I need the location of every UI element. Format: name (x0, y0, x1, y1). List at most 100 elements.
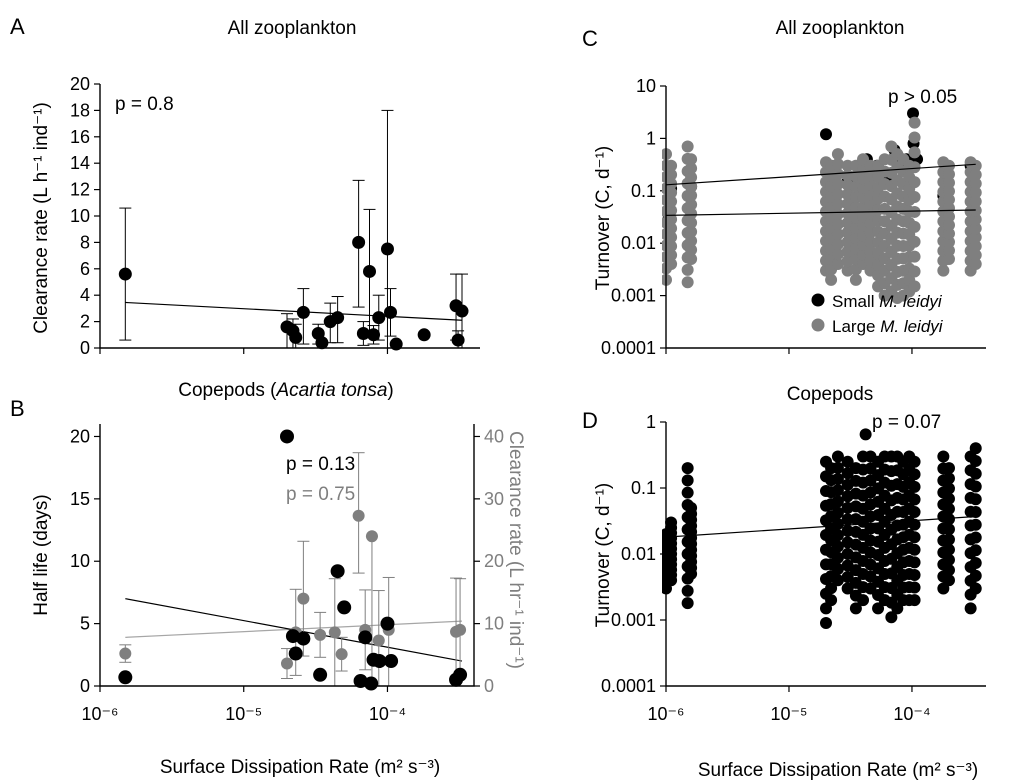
y-tick-label: 0.01 (621, 544, 656, 564)
data-point (942, 462, 955, 475)
trend-line-large (665, 209, 976, 216)
panel-a-title: All zooplankton (228, 18, 357, 39)
trend-line-small (665, 163, 976, 186)
data-point (969, 506, 982, 519)
panel-a-ylabel: Clearance rate (L h⁻¹ ind⁻¹) (31, 102, 52, 334)
panel-b-letter: B (10, 396, 25, 421)
data-point (942, 574, 955, 587)
data-point (685, 501, 698, 514)
data-point (908, 543, 921, 556)
panel-a-y-ticks: 0 2 4 6 8 10 12 14 16 18 20 (70, 74, 100, 358)
data-point (118, 267, 132, 281)
data-point-large (831, 248, 844, 261)
panel-b-title: Copepods (Acartia tonsa) (178, 380, 393, 401)
panel-a-axes (99, 84, 480, 349)
y-tick-label: 20 (70, 426, 90, 446)
data-point (908, 594, 921, 607)
data-point-large (937, 264, 950, 277)
data-point (908, 506, 921, 519)
data-point-black (330, 564, 345, 579)
panel-b-y-ticks-right: 0 10 20 30 40 (474, 426, 504, 696)
data-point-small (820, 128, 832, 141)
data-point (969, 557, 982, 570)
panel-c-marks (662, 107, 982, 304)
y-tick-label: 0.01 (621, 233, 656, 253)
y-tick-label: 0.001 (611, 610, 656, 630)
data-point-large (685, 216, 698, 229)
data-point-black (337, 600, 352, 615)
data-point-gray (119, 647, 132, 660)
data-point-large (969, 186, 982, 199)
y-tick-label: 5 (80, 614, 90, 634)
y-tick-label: 0 (80, 676, 90, 696)
data-point-large (942, 252, 955, 265)
data-point-black (353, 674, 368, 689)
data-point (681, 584, 694, 597)
data-point (942, 523, 955, 536)
data-point-large (942, 227, 955, 240)
data-point-large (685, 234, 698, 247)
data-point-large (831, 158, 844, 171)
y-tick-label: 14 (70, 153, 90, 173)
data-point-small (907, 107, 920, 120)
y-tick-label: 10 (636, 76, 656, 96)
data-point-large (969, 177, 982, 190)
panel-d-title: Copepods (787, 384, 874, 405)
panel-a-marks (118, 109, 469, 351)
data-point-large (969, 249, 982, 262)
x-tick-label: 10⁻⁴ (369, 704, 406, 724)
panel-b-axes (99, 424, 475, 687)
data-point (849, 602, 862, 615)
data-point-gray (328, 626, 341, 639)
data-point (908, 518, 921, 531)
data-point-large (969, 213, 982, 226)
data-point (372, 311, 386, 325)
data-point (831, 563, 844, 576)
data-point-large (662, 148, 672, 161)
data-point-large (969, 195, 982, 208)
data-point (857, 594, 870, 607)
y-tick-label: 15 (70, 489, 90, 509)
data-point-large (685, 171, 698, 184)
y-tick-label: 0.001 (611, 286, 656, 306)
data-point (831, 484, 844, 497)
data-point-large (831, 198, 844, 211)
x-axis-label-right: Surface Dissipation Rate (m² s⁻³) (698, 760, 978, 781)
data-point-large (908, 250, 921, 263)
data-point (831, 450, 844, 463)
panel-d-letter: D (582, 408, 598, 433)
data-point-large (685, 153, 698, 166)
data-point-black (384, 654, 399, 669)
trend-line (665, 515, 976, 538)
data-point (384, 305, 398, 319)
panel-c-x-ticks (665, 348, 913, 354)
data-point-large (665, 231, 678, 244)
data-point (681, 474, 694, 487)
y-tick-label: 0.0001 (601, 338, 656, 358)
data-point-gray (372, 634, 385, 647)
y-tick-label: 0.1 (631, 478, 656, 498)
data-point-large (942, 168, 955, 181)
data-point (908, 493, 921, 506)
panel-d-axes (665, 422, 986, 687)
data-point-large (685, 243, 698, 256)
panel-d-marks (662, 428, 982, 630)
data-point (942, 564, 955, 577)
data-point (908, 556, 921, 569)
data-point (455, 304, 469, 318)
data-point-gray (335, 648, 348, 661)
data-point-large (908, 265, 921, 278)
data-point (969, 582, 982, 595)
data-point-black (280, 429, 294, 444)
data-point-large (685, 252, 698, 265)
data-point-large (665, 249, 678, 262)
data-point-large (942, 244, 955, 257)
data-point (891, 602, 904, 615)
panel-c-legend: Small M. leidyi Large M. leidyi (811, 292, 944, 336)
panel-a: A All zooplankton Clearance rate (L h⁻¹ … (10, 14, 480, 358)
data-point-large (942, 202, 955, 215)
y-tick-label: 0.0001 (601, 676, 656, 696)
data-point-black (453, 667, 468, 682)
panel-a-pvalue: p = 0.8 (115, 94, 174, 115)
data-point (356, 326, 370, 340)
